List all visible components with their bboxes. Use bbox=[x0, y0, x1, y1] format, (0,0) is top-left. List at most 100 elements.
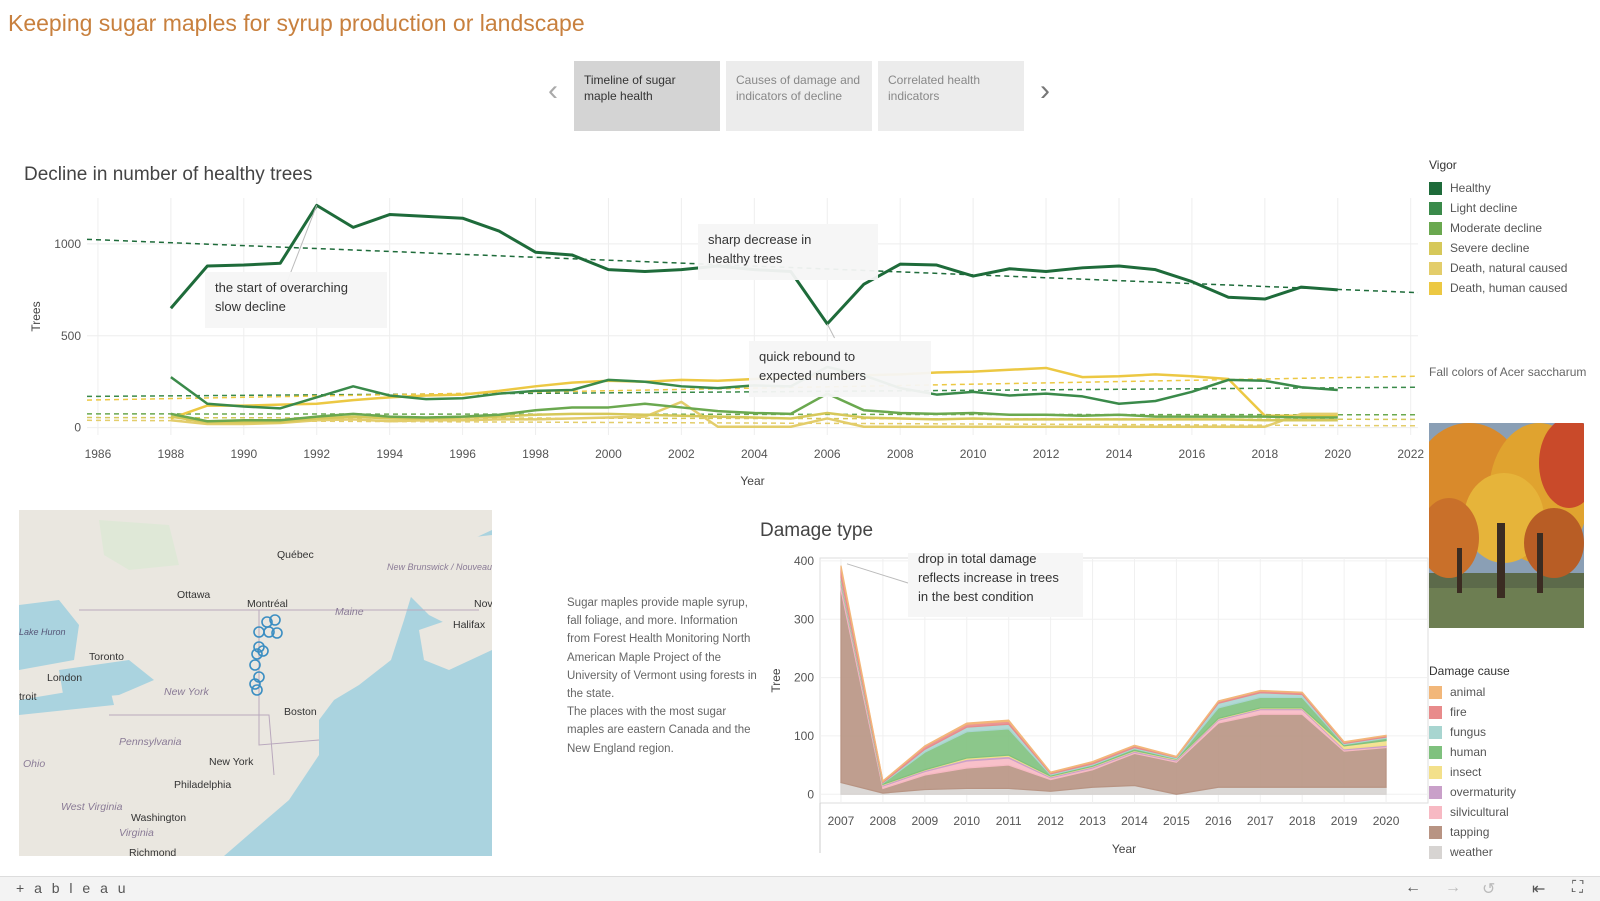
damage-legend-title: Damage cause bbox=[1429, 664, 1510, 678]
y-tick-label: 1000 bbox=[54, 237, 81, 251]
y-tick-label: 100 bbox=[794, 729, 814, 743]
damage-area-chart[interactable]: 2007 2008 2009 2010 2011 2012 2013 2014 2015 2016… bbox=[760, 553, 1440, 863]
legend-item-severe-decline[interactable]: Severe decline bbox=[1429, 238, 1599, 258]
vigor-legend-title: Vigor bbox=[1429, 158, 1457, 172]
annotation-text: quick rebound to bbox=[759, 349, 855, 364]
legend-swatch bbox=[1429, 705, 1442, 719]
legend-item-weather[interactable]: weather bbox=[1429, 842, 1599, 862]
legend-label: Healthy bbox=[1450, 181, 1491, 195]
area-animal[interactable] bbox=[840, 565, 1387, 783]
next-story-arrow-icon[interactable]: › bbox=[1040, 74, 1050, 107]
annotation-box bbox=[205, 272, 387, 328]
legend-item-human[interactable]: human bbox=[1429, 742, 1599, 762]
annotation-box bbox=[749, 341, 931, 397]
legend-label: Death, natural caused bbox=[1450, 261, 1568, 275]
map-label: New York bbox=[164, 686, 209, 698]
legend-swatch bbox=[1429, 825, 1442, 839]
legend-swatch bbox=[1429, 281, 1442, 295]
legend-item-healthy[interactable]: Healthy bbox=[1429, 178, 1599, 198]
series-line-moderate-decline[interactable] bbox=[170, 392, 1338, 423]
x-tick-label: 2018 bbox=[1251, 447, 1278, 461]
annotation-text: in the best condition bbox=[918, 589, 1034, 604]
undo-icon[interactable]: ← bbox=[1405, 879, 1421, 896]
map-label: Montréal bbox=[247, 598, 288, 610]
legend-item-tapping[interactable]: tapping bbox=[1429, 822, 1599, 842]
legend-swatch bbox=[1429, 221, 1442, 235]
trend-line-death-natural-caused bbox=[86, 419, 1419, 427]
x-tick-label: 1996 bbox=[449, 447, 476, 461]
legend-item-death-natural[interactable]: Death, natural caused bbox=[1429, 258, 1599, 278]
redo-icon[interactable]: → bbox=[1445, 879, 1461, 896]
legend-item-moderate-decline[interactable]: Moderate decline bbox=[1429, 218, 1599, 238]
y-axis-title: Trees bbox=[29, 301, 43, 331]
x-tick-label: 2004 bbox=[741, 447, 768, 461]
map-label: Philadelphia bbox=[174, 779, 231, 791]
annotation-text: reflects increase in trees bbox=[918, 570, 1059, 585]
annotation-text: expected numbers bbox=[759, 368, 866, 383]
legend-label: Death, human caused bbox=[1450, 281, 1568, 295]
fullscreen-icon[interactable]: ⛶ bbox=[1572, 879, 1584, 896]
x-tick-label: 1986 bbox=[85, 447, 112, 461]
x-tick-label: 1994 bbox=[376, 447, 403, 461]
annotation-overarching-decline: the start of overarching slow decline bbox=[205, 272, 387, 328]
annotation-text: sharp decrease in bbox=[708, 232, 811, 247]
annotation-box bbox=[908, 553, 1083, 617]
legend-label: animal bbox=[1450, 685, 1486, 699]
legend-item-fungus[interactable]: fungus bbox=[1429, 722, 1599, 742]
story-tab-correlated-indicators[interactable]: Correlated health indicators bbox=[878, 61, 1024, 131]
legend-item-death-human[interactable]: Death, human caused bbox=[1429, 278, 1599, 298]
story-tab-timeline[interactable]: Timeline of sugar maple health bbox=[574, 61, 720, 131]
x-tick-label: 2010 bbox=[960, 447, 987, 461]
map-label: Maine bbox=[335, 606, 364, 618]
x-tick-label: 2020 bbox=[1324, 447, 1351, 461]
legend-item-light-decline[interactable]: Light decline bbox=[1429, 198, 1599, 218]
damage-legend: Damage cause animal fire fungus human in… bbox=[1429, 664, 1599, 862]
revert-icon[interactable]: ↺ bbox=[1482, 881, 1496, 898]
y-tick-label: 300 bbox=[794, 612, 814, 626]
x-tick-label: 2022 bbox=[1397, 447, 1424, 461]
legend-swatch bbox=[1429, 785, 1442, 799]
annotation-quick-rebound: quick rebound to expected numbers bbox=[749, 341, 931, 397]
x-tick-label: 2011 bbox=[996, 814, 1022, 828]
tableau-toolbar: + a b l e a u ← → ↺ ⇤ ⛶ bbox=[0, 876, 1600, 901]
map-label: Toronto bbox=[89, 651, 124, 663]
legend-label: Light decline bbox=[1450, 201, 1518, 215]
map-label: Nova bbox=[474, 598, 492, 610]
x-tick-label: 2016 bbox=[1205, 814, 1232, 828]
legend-item-insect[interactable]: insect bbox=[1429, 762, 1599, 782]
map-label: Washington bbox=[131, 812, 186, 824]
map-canvas[interactable]: Québec Ottawa Montréal Maine New Brunswi… bbox=[19, 510, 492, 856]
y-tick-label: 400 bbox=[794, 554, 814, 568]
reset-icon[interactable]: ⇤ bbox=[1532, 881, 1546, 898]
legend-label: weather bbox=[1450, 845, 1493, 859]
legend-label: human bbox=[1450, 745, 1487, 759]
legend-swatch bbox=[1429, 685, 1442, 699]
x-tick-label: 1988 bbox=[158, 447, 185, 461]
decline-line-chart[interactable]: 1986 1988 1990 1992 1994 1996 1998 2000 2002 2004… bbox=[0, 190, 1430, 510]
legend-item-overmaturity[interactable]: overmaturity bbox=[1429, 782, 1599, 802]
x-tick-label: 2008 bbox=[887, 447, 914, 461]
x-tick-label: 2019 bbox=[1331, 814, 1358, 828]
previous-story-arrow-icon[interactable]: ‹ bbox=[548, 74, 558, 107]
legend-item-animal[interactable]: animal bbox=[1429, 682, 1599, 702]
y-tick-label: 200 bbox=[794, 671, 814, 685]
sugar-maple-map[interactable]: Québec Ottawa Montréal Maine New Brunswi… bbox=[19, 510, 492, 856]
series-line-death-natural-caused[interactable] bbox=[170, 400, 1338, 428]
x-axis-title: Year bbox=[1112, 842, 1136, 856]
tableau-logo[interactable]: + a b l e a u bbox=[16, 880, 129, 896]
series-line-severe-decline[interactable] bbox=[170, 411, 1338, 424]
legend-item-fire[interactable]: fire bbox=[1429, 702, 1599, 722]
x-tick-label: 2006 bbox=[814, 447, 841, 461]
x-tick-label: 2017 bbox=[1247, 814, 1274, 828]
vigor-legend: Vigor Healthy Light decline Moderate dec… bbox=[1429, 158, 1599, 298]
story-tab-damage-causes[interactable]: Causes of damage and indicators of decli… bbox=[726, 61, 872, 131]
legend-swatch bbox=[1429, 181, 1442, 195]
x-tick-label: 2015 bbox=[1163, 814, 1190, 828]
map-label: troit bbox=[19, 691, 37, 703]
survey-site-markers[interactable] bbox=[249, 614, 283, 696]
plot-frame bbox=[819, 557, 1429, 804]
y-tick-label: 0 bbox=[74, 421, 81, 435]
x-tick-label: 1998 bbox=[522, 447, 549, 461]
legend-item-silvicultural[interactable]: silvicultural bbox=[1429, 802, 1599, 822]
annotation-sharp-decrease: sharp decrease in healthy trees bbox=[698, 224, 878, 280]
